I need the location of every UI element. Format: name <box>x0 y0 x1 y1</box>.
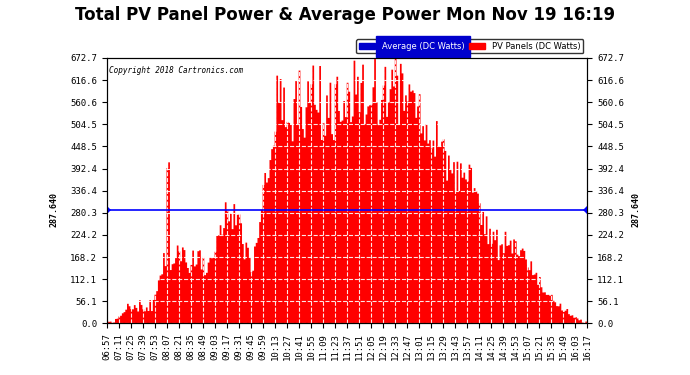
Text: 287.640: 287.640 <box>631 192 640 227</box>
Text: Total PV Panel Power & Average Power Mon Nov 19 16:19: Total PV Panel Power & Average Power Mon… <box>75 6 615 24</box>
Text: Copyright 2018 Cartronics.com: Copyright 2018 Cartronics.com <box>109 66 244 75</box>
Legend: Average (DC Watts), PV Panels (DC Watts): Average (DC Watts), PV Panels (DC Watts) <box>356 39 583 54</box>
Text: 287.640: 287.640 <box>50 192 59 227</box>
